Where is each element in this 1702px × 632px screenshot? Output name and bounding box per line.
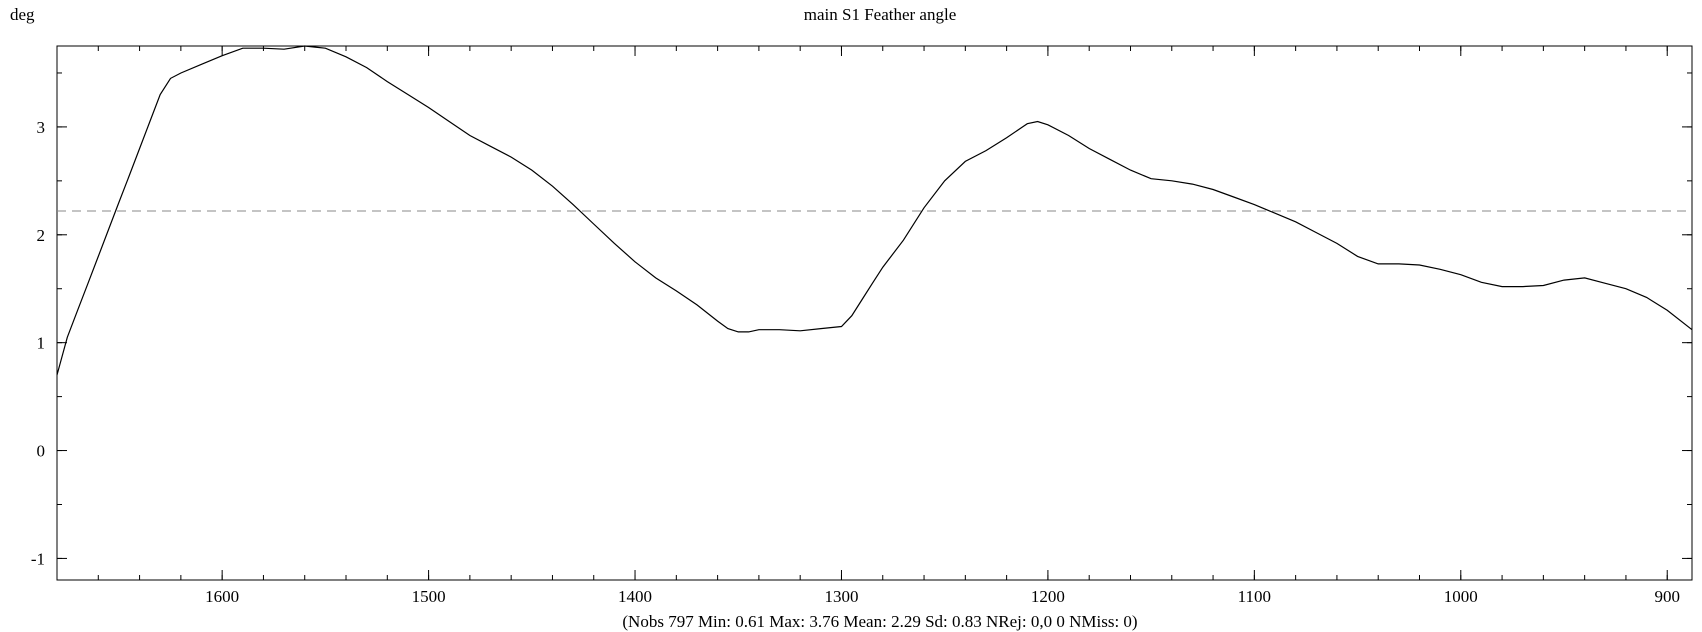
x-tick-label: 1300 xyxy=(824,587,858,606)
y-tick-label: 0 xyxy=(37,442,46,461)
series-line-feather-angle xyxy=(56,45,1693,376)
x-tick-label: 1600 xyxy=(205,587,239,606)
x-tick-label: 1000 xyxy=(1444,587,1478,606)
y-tick-label: 2 xyxy=(37,226,46,245)
y-tick-label: 1 xyxy=(37,334,46,353)
x-tick-label: 1400 xyxy=(618,587,652,606)
y-tick-label: 3 xyxy=(37,118,46,137)
x-tick-label: 1200 xyxy=(1031,587,1065,606)
x-axis: 1600 1500 1400 1300 1200 1100 1000 900 xyxy=(205,46,1680,606)
chart-title: main S1 Feather angle xyxy=(804,5,957,24)
x-tick-label: 900 xyxy=(1654,587,1680,606)
y-axis-label: deg xyxy=(10,5,35,24)
minor-ticks xyxy=(56,46,1692,580)
y-axis: -1 0 1 2 3 xyxy=(31,118,1692,568)
x-tick-label: 1100 xyxy=(1238,587,1271,606)
statistics-caption: (Nobs 797 Min: 0.61 Max: 3.76 Mean: 2.29… xyxy=(622,612,1137,631)
x-tick-label: 1500 xyxy=(412,587,446,606)
y-tick-label: -1 xyxy=(31,549,45,568)
plot-frame xyxy=(56,45,1693,581)
